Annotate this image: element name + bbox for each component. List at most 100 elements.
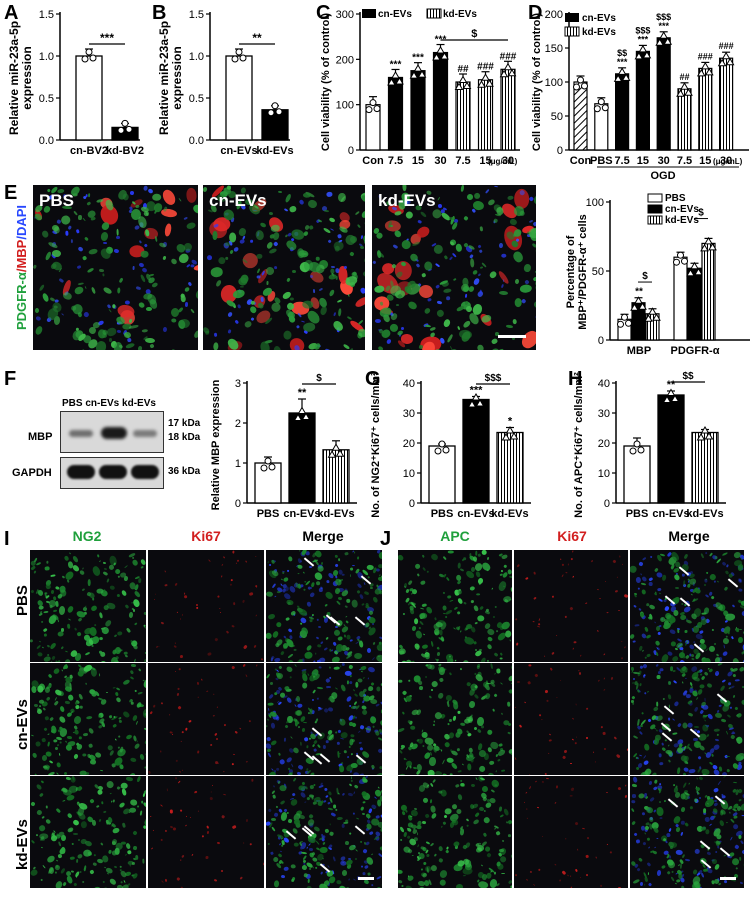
bar: [410, 70, 426, 151]
sig-label: ###: [500, 51, 517, 62]
micrograph-e-pbs: PBS: [33, 185, 198, 350]
x-tick-label: PDGFR-α: [671, 345, 720, 357]
data-point: [708, 242, 717, 251]
data-point: [690, 261, 699, 270]
gridI-tile-red: [148, 776, 264, 888]
legend-label: kd-EVs: [582, 27, 616, 38]
chart-h: 0 10 20 30 40 No. of APC⁺Ki67⁺ cells/mm² PBS **…: [573, 371, 726, 520]
blot-gapdh: [60, 457, 164, 489]
x-tick-label: 15: [479, 155, 491, 167]
sig-label: ***: [390, 59, 402, 70]
data-point: [481, 73, 490, 81]
axis-label: Relative miR-23a-5p: [157, 21, 171, 135]
row-label-kd: kd-EVs: [14, 819, 31, 870]
y-tick-label: 1.5: [189, 9, 204, 21]
data-point: [301, 412, 311, 420]
bar: [656, 37, 671, 151]
bar: [428, 445, 456, 504]
data-point: [85, 48, 93, 56]
data-point: [477, 80, 486, 88]
data-point: [670, 394, 680, 402]
panel-label-b: B: [152, 2, 167, 24]
data-point: [700, 61, 710, 70]
unit-label: (μg/mL): [713, 157, 743, 166]
gridJ-tile-red: [514, 663, 628, 775]
sig-label: ###: [698, 51, 713, 61]
bar: [573, 81, 588, 151]
data-point: [458, 75, 468, 83]
gridJ-tile-merge: [630, 663, 744, 775]
sig-label: ###: [477, 62, 494, 73]
data-point: [684, 88, 693, 96]
scale-bar: [358, 877, 374, 880]
data-point: [327, 450, 337, 458]
data-point: [621, 73, 631, 81]
y-tick-label: 50: [551, 111, 563, 123]
micrograph-e-kd: kd-EVs: [372, 185, 536, 350]
panel-label-j: J: [380, 528, 392, 550]
data-point: [505, 426, 515, 434]
gridJ-tile-merge: [630, 776, 744, 888]
data-point: [297, 406, 307, 414]
sig-label: **: [635, 287, 643, 298]
col-label-ng2: NG2: [72, 528, 102, 544]
gridI-tile-merge: [266, 550, 382, 662]
scale-bar: [498, 335, 526, 338]
data-point: [235, 48, 243, 56]
data-point: [409, 71, 419, 79]
data-point: [467, 400, 477, 408]
y-tick-label: 0: [557, 145, 563, 157]
sig-label: ***: [470, 385, 484, 397]
x-tick-label: cn-BV2: [70, 145, 108, 157]
arrow-icon: [354, 825, 366, 835]
data-point: [436, 46, 445, 54]
bar: [635, 50, 651, 151]
gridI-tile-green: [30, 776, 146, 888]
axis-label: No. of APC⁺Ki67⁺ cells/mm²: [573, 372, 585, 518]
bar: [387, 76, 404, 151]
kda-36: 36 kDa: [168, 466, 201, 477]
x-tick-label: 30: [502, 155, 514, 167]
sig-label: $: [698, 208, 704, 219]
data-point: [666, 388, 676, 396]
bar: [432, 51, 449, 151]
y-tick-label: 300: [336, 9, 354, 21]
x-tick-label: 15: [412, 155, 424, 167]
data-point: [335, 449, 345, 457]
y-tick-label: 1.0: [189, 51, 204, 63]
scale-bar: [720, 877, 736, 880]
data-point: [704, 67, 714, 76]
data-point: [485, 79, 494, 87]
data-point: [440, 52, 449, 60]
data-point: [471, 393, 481, 401]
data-point: [293, 413, 303, 421]
sig-label: $$$: [656, 12, 671, 22]
axis-label: expression: [170, 46, 184, 109]
data-point: [577, 76, 584, 84]
y-tick-label: 10: [598, 468, 610, 480]
legend-label: cn-EVs: [378, 9, 412, 20]
col-label-merge: Merge: [302, 528, 344, 544]
arrow-icon: [661, 732, 673, 742]
sig-label: $$$: [635, 25, 650, 35]
data-point: [638, 44, 648, 53]
y-tick-label: 10: [403, 468, 415, 480]
bar: [719, 57, 734, 151]
blot-row-gapdh: GAPDH: [12, 467, 52, 479]
bar: [701, 242, 716, 341]
axis-label: expression: [20, 46, 34, 109]
data-point: [417, 70, 427, 78]
gridJ-tile-green: [398, 776, 512, 888]
x-tick-label: PBS: [431, 508, 454, 520]
bar: [698, 67, 713, 151]
data-point: [373, 105, 381, 113]
data-point: [630, 303, 639, 311]
bar: [477, 79, 494, 151]
data-point: [462, 81, 472, 89]
x-tick-label: cn-EVs: [457, 508, 494, 520]
arrow-icon: [667, 798, 679, 808]
legend-label: PBS: [665, 193, 686, 204]
y-tick-label: 0.0: [39, 135, 54, 147]
data-point: [365, 106, 373, 114]
